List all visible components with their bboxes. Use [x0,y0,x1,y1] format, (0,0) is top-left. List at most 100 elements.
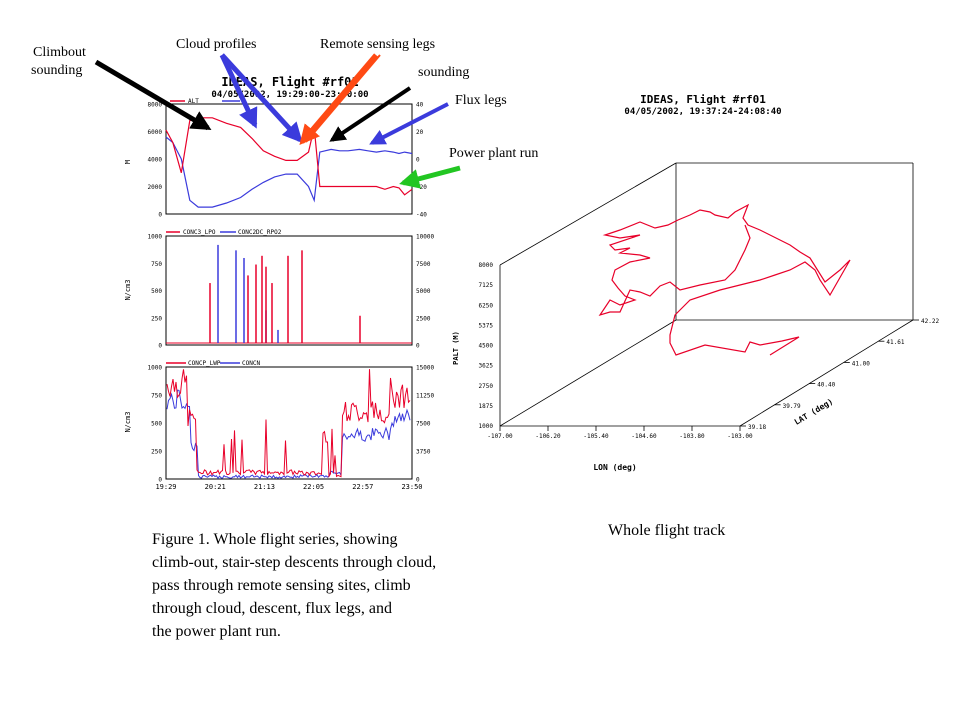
lon-tick-label: -107.00 [487,433,513,440]
lat-tick-label: 39.79 [783,403,801,410]
track-title: IDEAS, Flight #rf01 [640,93,766,106]
y2-tick-label: -20 [416,184,427,191]
x-tick-label: 22:57 [352,483,373,491]
y2-tick-label: 10000 [416,234,434,241]
y2-tick-label: -40 [416,212,427,219]
x-tick-label: 19:29 [155,483,176,491]
y-tick-label: 250 [151,315,162,322]
legend-concp: CONCP_LWP [188,360,221,367]
lat-tick-label: 42.22 [921,318,939,325]
alt-tick-label: 6250 [479,302,494,309]
y-tick-label: 6000 [148,129,163,136]
arrow-cloud-profiles [219,53,258,129]
legend-alt: ALT [188,98,199,105]
alt-tick-label: 8000 [479,262,494,269]
label-remote-sensing: Remote sensing legs [320,37,435,52]
y-tick-label: 750 [151,261,162,268]
p2-ylabel: N/cm3 [124,279,132,300]
y-tick-label: 500 [151,421,162,428]
p1-ylabel: M [124,160,132,164]
panel-3-frame [165,366,413,480]
label-power-plant: Power plant run [449,146,538,161]
arrow-cloud-profiles-2 [220,53,303,143]
caption-line: climb-out, stair-step descents through c… [152,554,437,571]
x-tick-label: 20:21 [205,483,226,491]
y2-tick-label: 0 [416,157,420,164]
y-tick-label: 1000 [148,365,163,372]
panel-conc-1: CONC3_LPO CONC2DC_RPO2 N/cm3 1000 750 500 2… [124,229,434,350]
alt-tick-label: 7125 [479,282,494,289]
y-tick-label: 0 [158,343,162,350]
caption-line: through cloud, descent, flux legs, and [152,600,392,617]
track-zlabel: LAT (deg) [793,397,835,427]
panel-1-frame [165,103,413,215]
legend-concn: CONCN [242,360,260,367]
lat-tick-label: 39.18 [748,424,766,431]
label-cloud-profiles: Cloud profiles [176,37,257,52]
label-sounding: sounding [418,65,469,80]
alt-tick-label: 3625 [479,363,494,370]
ts-title: IDEAS, Flight #rf01 [221,75,358,89]
series-concp-line [166,369,411,478]
y2-tick-label: 0 [416,477,420,484]
y-tick-label: 0 [158,212,162,219]
y2-tick-label: 15000 [416,365,434,372]
lat-tick-label: 41.00 [852,360,870,367]
lon-tick-label: -104.60 [631,433,657,440]
y-tick-label: 4000 [148,157,163,164]
y2-tick-label: 5000 [416,288,431,295]
y2-tick-label: 20 [416,129,424,136]
alt-tick-label: 1000 [479,423,494,430]
ts-subtitle: 04/05/2002, 19:29:00-23:50:00 [211,90,368,100]
caption-line: pass through remote sensing sites, climb [152,577,411,594]
lat-tick-label: 41.61 [886,339,904,346]
track-box [499,162,914,427]
lon-tick-label: -105.40 [583,433,609,440]
y-tick-label: 1000 [148,234,163,241]
x-tick-label: 21:13 [254,483,275,491]
y2-tick-label: 40 [416,102,424,109]
y-tick-label: 250 [151,449,162,456]
caption-line: Figure 1. Whole flight series, showing [152,531,398,548]
y2-tick-label: 0 [416,343,420,350]
lon-tick-label: -106.20 [535,433,561,440]
label-climbout-2: sounding [31,63,82,78]
track-subtitle: 04/05/2002, 19:37:24-24:08:40 [624,107,781,117]
alt-tick-label: 4500 [479,343,494,350]
x-tick-label: 23:50 [401,483,422,491]
figure1-caption: Figure 1. Whole flight series, showing c… [152,528,512,643]
y-tick-label: 2000 [148,184,163,191]
x-tick-label: 22:05 [303,483,324,491]
y-tick-label: 750 [151,393,162,400]
track-xlabel: LON (deg) [593,463,636,472]
track-ylabel: PALT (M) [452,331,460,365]
lon-tick-label: -103.00 [727,433,753,440]
panel-2-frame [165,235,413,346]
label-climbout: Climbout [33,45,86,60]
y2-tick-label: 7500 [416,421,431,428]
arrow-sounding [329,86,412,142]
lon-tick-label: -103.80 [679,433,705,440]
label-flux-legs: Flux legs [455,93,507,108]
arrow-remote-sensing-2 [305,54,381,143]
arrow-power-plant [399,165,461,189]
alt-tick-label: 5375 [479,322,494,329]
y2-tick-label: 11250 [416,393,434,400]
panel-altitude: ALT M 8000 6000 4000 2000 0 40 20 0 -20 -40 [124,98,427,219]
arrow-remote-sensing [299,53,378,146]
arrow-flux-legs [369,102,449,145]
flight-track-line [598,203,851,356]
caption-line: the power plant run. [152,623,281,640]
y2-tick-label: 7500 [416,261,431,268]
y-tick-label: 8000 [148,102,163,109]
y2-tick-label: 3750 [416,449,431,456]
series-concn-line [166,389,411,480]
legend-conc3: CONC3_LPO [183,229,216,236]
y-tick-label: 0 [158,477,162,484]
legend-conc2dc: CONC2DC_RPO2 [238,229,282,236]
panel-conc-2: CONCP_LWP CONCN N/cm3 1000 750 500 250 0 1500… [124,360,434,491]
p3-ylabel: N/cm3 [124,411,132,432]
lat-tick-label: 40.40 [817,382,835,389]
alt-tick-label: 2750 [479,383,494,390]
